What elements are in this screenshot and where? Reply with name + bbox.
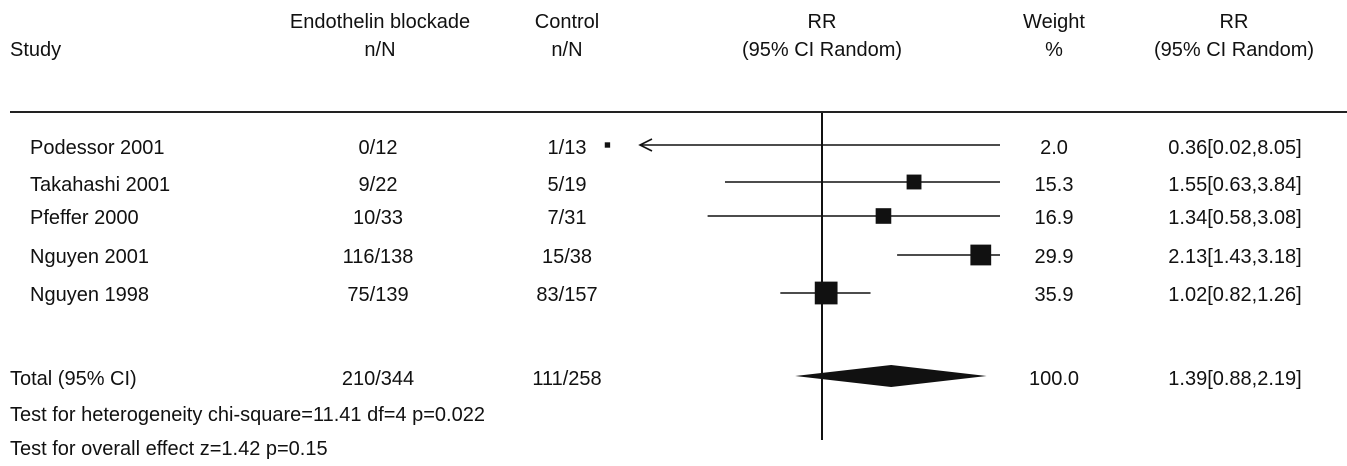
header-treatment-line2: n/N xyxy=(364,39,396,61)
row-control: 5/19 xyxy=(547,174,587,196)
header-rr-plot-line1: RR xyxy=(807,11,837,33)
row-weight: 2.0 xyxy=(1040,137,1068,159)
heterogeneity-note: Test for heterogeneity chi-square=11.41 … xyxy=(10,404,485,426)
study-marker xyxy=(906,174,922,190)
row-study: Nguyen 1998 xyxy=(30,284,149,306)
total-treatment: 210/344 xyxy=(341,368,415,390)
total-control: 111/258 xyxy=(532,368,602,390)
row-rr-ci: 1.34[0.58,3.08] xyxy=(1168,207,1302,229)
header-control-line2: n/N xyxy=(551,39,583,61)
row-treatment: 9/22 xyxy=(358,174,398,196)
row-treatment: 0/12 xyxy=(358,137,398,159)
header-rr-ci-line2: (95% CI Random) xyxy=(1153,39,1315,61)
row-control: 83/157 xyxy=(536,284,598,306)
row-control: 7/31 xyxy=(547,207,587,229)
total-weight: 100.0 xyxy=(1028,368,1080,390)
header-treatment: Endothelin blockade n/N xyxy=(290,8,470,64)
header-control: Control n/N xyxy=(535,8,599,64)
row-control: 1/13 xyxy=(547,137,587,159)
ci-clip-arrow xyxy=(638,138,653,152)
study-marker xyxy=(604,142,611,148)
header-rr-ci-line1: RR xyxy=(1219,11,1249,33)
row-rr-ci: 1.02[0.82,1.26] xyxy=(1168,284,1302,306)
header-rr-plot-line2: (95% CI Random) xyxy=(741,39,903,61)
row-treatment: 116/138 xyxy=(342,246,414,268)
total-rr-ci: 1.39[0.88,2.19] xyxy=(1168,368,1302,390)
study-marker xyxy=(970,244,992,266)
header-study-label: Study xyxy=(10,39,62,61)
row-weight: 16.9 xyxy=(1034,207,1074,229)
row-study: Nguyen 2001 xyxy=(30,246,149,268)
row-rr-ci: 2.13[1.43,3.18] xyxy=(1168,246,1302,268)
study-marker xyxy=(875,208,892,224)
row-treatment: 10/33 xyxy=(352,207,404,229)
header-weight-line2: % xyxy=(1045,39,1063,61)
header-rule xyxy=(10,111,1347,113)
row-control: 15/38 xyxy=(541,246,593,268)
row-study: Pfeffer 2000 xyxy=(30,207,139,229)
row-rr-ci: 0.36[0.02,8.05] xyxy=(1168,137,1302,159)
row-study: Takahashi 2001 xyxy=(30,174,171,196)
header-weight: Weight % xyxy=(1023,8,1085,64)
header-rr-plot: RR (95% CI Random) xyxy=(742,8,902,64)
row-rr-ci: 1.55[0.63,3.84] xyxy=(1168,174,1302,196)
study-marker xyxy=(814,281,838,305)
overall-effect-note: Test for overall effect z=1.42 p=0.15 xyxy=(10,438,328,460)
header-treatment-line1: Endothelin blockade xyxy=(289,11,471,33)
row-treatment: 75/139 xyxy=(347,284,409,306)
row-study: Podessor 2001 xyxy=(30,137,165,159)
pooled-diamond xyxy=(795,365,987,387)
header-control-line1: Control xyxy=(534,11,600,33)
row-weight: 15.3 xyxy=(1034,174,1074,196)
total-label: Total (95% CI) xyxy=(10,368,137,390)
row-weight: 35.9 xyxy=(1034,284,1074,306)
row-weight: 29.9 xyxy=(1034,246,1074,268)
header-weight-line1: Weight xyxy=(1023,11,1085,33)
header-rr-ci: RR (95% CI Random) xyxy=(1154,8,1314,64)
header-study: Study xyxy=(10,36,61,64)
